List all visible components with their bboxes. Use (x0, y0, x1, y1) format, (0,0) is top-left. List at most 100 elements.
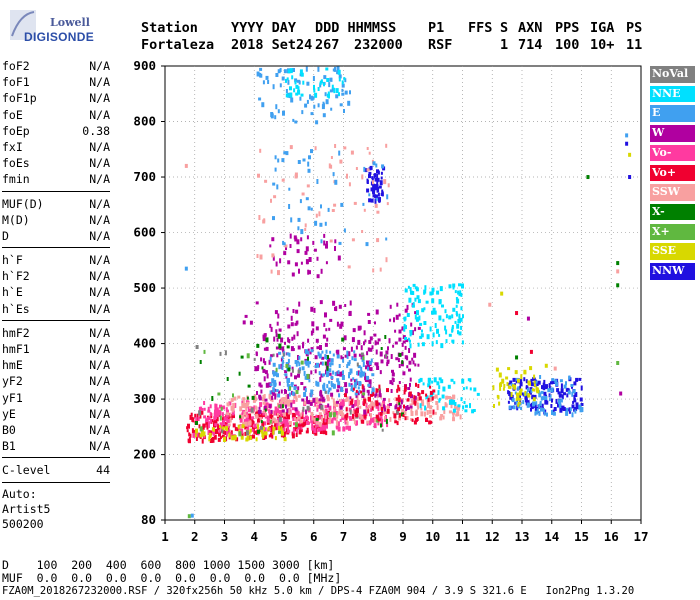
echo-point (261, 433, 265, 438)
echo-point (323, 382, 326, 386)
echo-point (226, 412, 230, 416)
echo-point (243, 403, 247, 409)
echo-point (234, 426, 237, 431)
echo-point (291, 368, 294, 373)
echo-point (293, 422, 296, 426)
echo-point (340, 387, 344, 392)
echo-point (458, 313, 461, 318)
echo-point (616, 361, 620, 366)
echo-point (503, 384, 506, 388)
param-value: 44 (96, 463, 110, 478)
echo-point (414, 417, 418, 422)
echo-point (338, 393, 341, 398)
echo-point (210, 437, 213, 442)
echo-point (625, 141, 629, 146)
echo-point (371, 176, 374, 180)
echo-point (279, 421, 283, 425)
echo-point (311, 321, 315, 327)
echo-point (500, 291, 504, 296)
echo-point (512, 377, 516, 382)
echo-point (409, 343, 412, 349)
echo-point (300, 229, 304, 235)
echo-point (357, 413, 361, 418)
echo-point (295, 363, 298, 367)
echo-point (382, 409, 386, 415)
echo-point (451, 326, 454, 332)
echo-point (303, 370, 306, 376)
echo-point (237, 395, 241, 399)
echo-point (572, 400, 575, 404)
echo-point (514, 401, 517, 405)
echo-point (297, 416, 301, 420)
echo-point (199, 360, 202, 364)
echo-point (270, 198, 272, 203)
echo-point (380, 359, 384, 364)
echo-point (358, 353, 361, 357)
echo-point (323, 240, 326, 246)
echo-point (562, 407, 566, 411)
echo-point (275, 73, 279, 77)
echo-point (518, 390, 522, 396)
echo-point (315, 380, 318, 386)
echo-point (369, 336, 373, 341)
echo-point (285, 151, 289, 156)
param-value: N/A (89, 406, 110, 421)
echo-point (227, 418, 231, 423)
echo-point (338, 304, 342, 309)
echo-point (281, 356, 284, 360)
echo-point (461, 283, 464, 289)
echo-point (428, 409, 432, 414)
param-name: h`F (2, 253, 23, 268)
echo-point (263, 376, 266, 382)
echo-point (391, 369, 394, 373)
echo-point (458, 283, 461, 287)
echo-point (409, 330, 413, 335)
echo-point (322, 429, 326, 435)
echo-point (293, 235, 297, 240)
echo-point (435, 401, 439, 405)
x-tick-label: 15 (574, 529, 589, 544)
echo-point (281, 346, 285, 351)
param-name: MUF(D) (2, 196, 44, 211)
echo-point (368, 171, 372, 175)
param-value: N/A (89, 358, 110, 373)
echo-point (207, 406, 210, 411)
echo-point (239, 418, 243, 423)
echo-point (241, 432, 244, 437)
echo-point (417, 384, 420, 388)
echo-point (274, 155, 277, 160)
echo-point (413, 352, 417, 358)
echo-point (373, 333, 377, 337)
echo-point (321, 361, 324, 366)
echo-point (542, 382, 545, 386)
echo-point (249, 405, 251, 409)
echo-point (310, 149, 313, 154)
echo-point (502, 387, 505, 391)
echo-point (306, 184, 310, 188)
echo-point (566, 407, 569, 412)
echo-point (524, 396, 528, 401)
echo-point (565, 381, 567, 386)
echo-point (300, 360, 304, 365)
echo-point (392, 344, 395, 348)
echo-point (338, 364, 341, 368)
echo-point (512, 405, 516, 410)
echo-point (263, 218, 266, 223)
echo-point (410, 290, 413, 295)
echo-point (526, 316, 530, 321)
echo-point (345, 407, 348, 412)
echo-point (551, 410, 553, 415)
echo-point (289, 92, 293, 98)
panel-divider (2, 247, 110, 249)
echo-point (331, 417, 334, 421)
echo-point (219, 425, 221, 429)
echo-point (277, 313, 280, 319)
echo-point (282, 240, 285, 245)
echo-point (440, 414, 444, 417)
echo-point (262, 80, 265, 85)
echo-point (231, 410, 235, 416)
echo-point (417, 392, 421, 396)
y-tick-label: 700 (133, 169, 156, 184)
echo-point (525, 385, 528, 389)
echo-point (368, 396, 371, 402)
